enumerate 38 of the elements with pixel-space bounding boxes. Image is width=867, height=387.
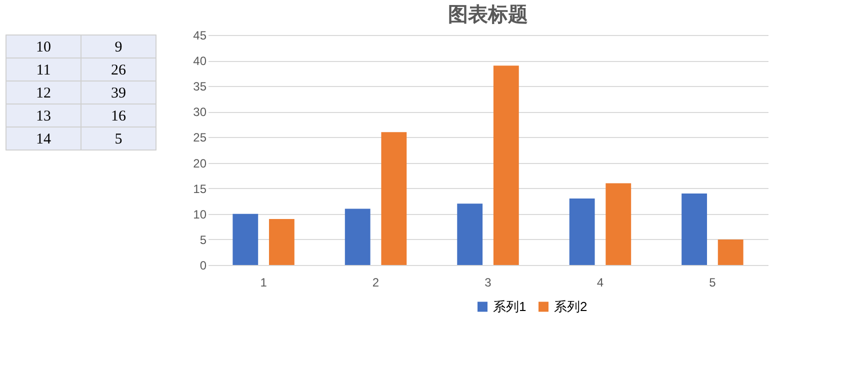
x-tick-label: 3 [484,276,492,290]
bar [381,132,407,265]
x-tick-label: 4 [596,276,604,290]
text: 12 [36,86,51,102]
y-tick-label: 20 [193,156,207,170]
text: 39 [111,86,126,102]
legend-label: 系列1 [493,298,526,314]
bar [457,204,483,265]
chart-title: 图表标题 [448,4,528,26]
y-tick-label: 5 [200,232,207,247]
y-tick-label: 0 [200,258,207,272]
text: 13 [36,108,51,124]
bar [493,66,519,265]
x-tick-label: 5 [709,276,716,290]
x-tick-label: 1 [260,276,268,290]
bar [268,219,294,265]
y-tick-label: 15 [193,182,207,196]
bar [232,214,258,265]
y-tick-label: 10 [193,207,207,222]
bar [718,239,744,265]
text: 9 [114,40,122,56]
text: 5 [114,132,122,148]
x-tick-label: 2 [372,276,380,290]
text: 11 [36,62,51,78]
text: 10 [36,40,51,56]
y-tick-label: 30 [193,105,207,120]
y-tick-label: 25 [193,130,207,145]
y-tick-label: 45 [193,28,207,42]
text: 26 [111,62,126,78]
text: 16 [111,108,126,124]
y-tick-label: 35 [193,80,207,94]
y-tick-label: 40 [193,54,207,68]
bar [682,193,708,265]
bar [344,208,370,265]
bar [569,198,595,265]
text: 14 [36,132,52,148]
legend-label: 系列2 [554,298,588,314]
bar [606,183,632,265]
